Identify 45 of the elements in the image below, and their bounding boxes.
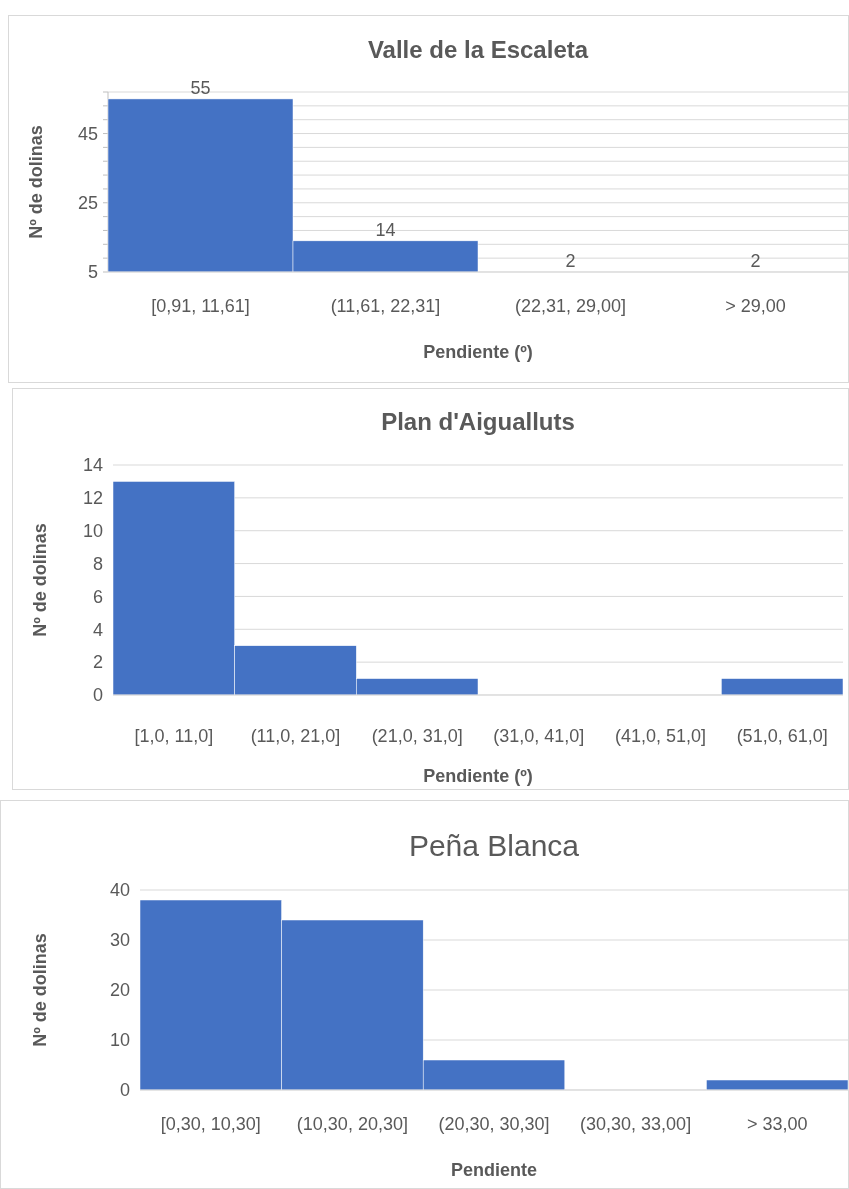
y-tick-label: 30 [109, 930, 130, 951]
x-axis-title: Pendiente (º) [423, 342, 533, 362]
y-tick-label: 6 [92, 586, 103, 607]
x-tick-label: > 33,00 [746, 1114, 808, 1134]
y-axis-title: Nº de dolinas [30, 933, 50, 1047]
y-tick-label: 40 [109, 880, 130, 901]
y-axis-title: Nº de dolinas [30, 523, 50, 637]
y-tick-label: 45 [77, 123, 98, 144]
x-tick-label: > 29,00 [725, 296, 786, 316]
y-tick-label: 20 [109, 980, 130, 1001]
y-tick-label: 10 [109, 1030, 130, 1051]
y-tick-label: 14 [82, 455, 103, 476]
y-tick-label: 10 [82, 521, 103, 542]
chart-title: Valle de la Escaleta [367, 36, 589, 63]
x-axis-title: Pendiente [450, 1160, 538, 1180]
y-tick-label: 0 [92, 685, 103, 706]
y-tick-label: 2 [92, 652, 103, 673]
text: 2 [750, 251, 761, 271]
chart-title: Plan d'Aigualluts [381, 408, 575, 435]
x-tick-label: [0,91, 11,61] [151, 296, 250, 316]
text: 2 [565, 251, 576, 271]
x-tick-label: (30,30, 33,00] [580, 1114, 692, 1134]
x-tick-label: (20,30, 30,30] [438, 1114, 550, 1134]
x-tick-label: (10,30, 20,30] [296, 1114, 408, 1134]
y-tick-label: 0 [119, 1080, 130, 1101]
chart-title: Peña Blanca [408, 829, 580, 862]
bar [721, 678, 844, 696]
x-tick-label: [1,0, 11,0] [134, 726, 214, 746]
x-tick-label: [0,30, 10,30] [160, 1114, 261, 1134]
y-axis-title: Nº de dolinas [26, 125, 46, 239]
y-tick-label: 8 [92, 553, 103, 574]
x-tick-label: (31,0, 41,0] [493, 726, 585, 746]
x-tick-label: (11,61, 22,31] [330, 296, 441, 316]
y-tick-label: 4 [92, 619, 103, 640]
data-label: 14 [375, 219, 396, 240]
x-tick-label: (21,0, 31,0] [371, 726, 463, 746]
x-tick-label: (51,0, 61,0] [736, 726, 828, 746]
x-tick-label: (41,0, 51,0] [614, 726, 707, 746]
y-tick-label: 25 [77, 193, 98, 214]
x-tick-label: (22,31, 29,00] [514, 296, 627, 316]
data-label: 55 [190, 77, 211, 98]
x-tick-label: (11,0, 21,0] [250, 726, 341, 746]
y-tick-label: 12 [82, 488, 103, 509]
y-tick-label: 5 [87, 262, 98, 283]
x-axis-title: Pendiente (º) [423, 766, 533, 786]
